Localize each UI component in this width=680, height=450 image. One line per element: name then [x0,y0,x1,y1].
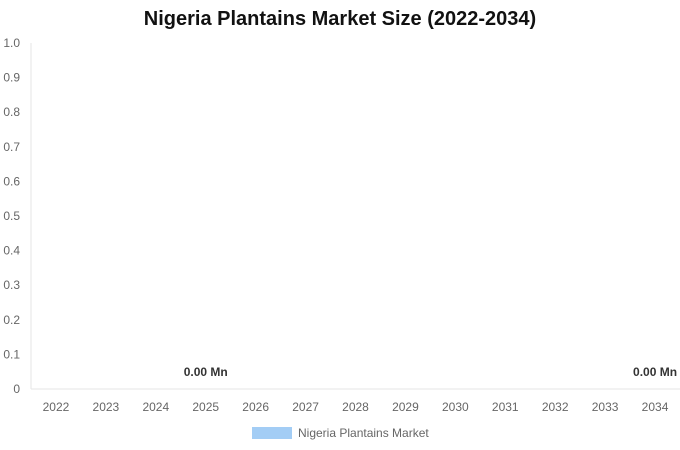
x-tick-label: 2033 [592,400,619,414]
y-tick-label: 0.3 [3,278,20,292]
y-tick-label: 0.8 [3,105,20,119]
y-tick-label: 0 [13,382,20,396]
data-label: 0.00 Mn [633,365,677,379]
x-tick-label: 2034 [642,400,669,414]
y-tick-label: 0.7 [3,140,20,154]
x-tick-label: 2025 [192,400,219,414]
y-tick-label: 0.2 [3,313,20,327]
x-tick-label: 2028 [342,400,369,414]
x-tick-label: 2026 [242,400,269,414]
x-tick-label: 2024 [142,400,169,414]
data-label: 0.00 Mn [184,365,228,379]
y-tick-label: 0.9 [3,71,20,85]
x-tick-label: 2030 [442,400,469,414]
y-tick-label: 0.5 [3,209,20,223]
x-tick-label: 2031 [492,400,519,414]
y-tick-label: 0.4 [3,244,20,258]
x-tick-label: 2032 [542,400,569,414]
chart-title: Nigeria Plantains Market Size (2022-2034… [143,8,537,30]
y-tick-label: 0.6 [3,174,20,188]
x-tick-label: 2023 [93,400,120,414]
x-tick-label: 2029 [392,400,419,414]
x-tick-label: 2022 [43,400,70,414]
legend-swatch [252,427,292,439]
y-tick-label: 1.0 [3,36,20,50]
x-tick-label: 2027 [292,400,319,414]
legend-label: Nigeria Plantains Market [298,426,429,440]
y-tick-label: 0.1 [3,347,20,361]
